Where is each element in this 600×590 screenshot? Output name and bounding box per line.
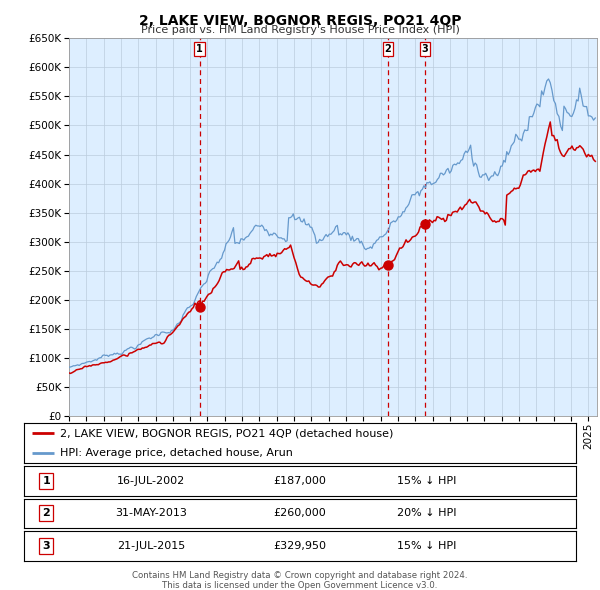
Text: £187,000: £187,000 [274,476,326,486]
Text: Contains HM Land Registry data © Crown copyright and database right 2024.: Contains HM Land Registry data © Crown c… [132,571,468,579]
Text: 2: 2 [42,509,50,518]
Text: 31-MAY-2013: 31-MAY-2013 [115,509,187,518]
Text: 3: 3 [42,541,50,550]
Text: 1: 1 [42,476,50,486]
Text: 20% ↓ HPI: 20% ↓ HPI [397,509,457,518]
Text: 15% ↓ HPI: 15% ↓ HPI [397,541,457,550]
Text: 15% ↓ HPI: 15% ↓ HPI [397,476,457,486]
Text: £260,000: £260,000 [274,509,326,518]
Text: 3: 3 [421,44,428,54]
Text: £329,950: £329,950 [274,541,326,550]
Text: Price paid vs. HM Land Registry's House Price Index (HPI): Price paid vs. HM Land Registry's House … [140,25,460,35]
Text: This data is licensed under the Open Government Licence v3.0.: This data is licensed under the Open Gov… [163,581,437,589]
Text: 2, LAKE VIEW, BOGNOR REGIS, PO21 4QP (detached house): 2, LAKE VIEW, BOGNOR REGIS, PO21 4QP (de… [60,428,393,438]
Text: 21-JUL-2015: 21-JUL-2015 [117,541,185,550]
Text: 2: 2 [385,44,391,54]
Text: 2, LAKE VIEW, BOGNOR REGIS, PO21 4QP: 2, LAKE VIEW, BOGNOR REGIS, PO21 4QP [139,14,461,28]
Text: 1: 1 [196,44,203,54]
Text: 16-JUL-2002: 16-JUL-2002 [117,476,185,486]
Text: HPI: Average price, detached house, Arun: HPI: Average price, detached house, Arun [60,448,293,458]
